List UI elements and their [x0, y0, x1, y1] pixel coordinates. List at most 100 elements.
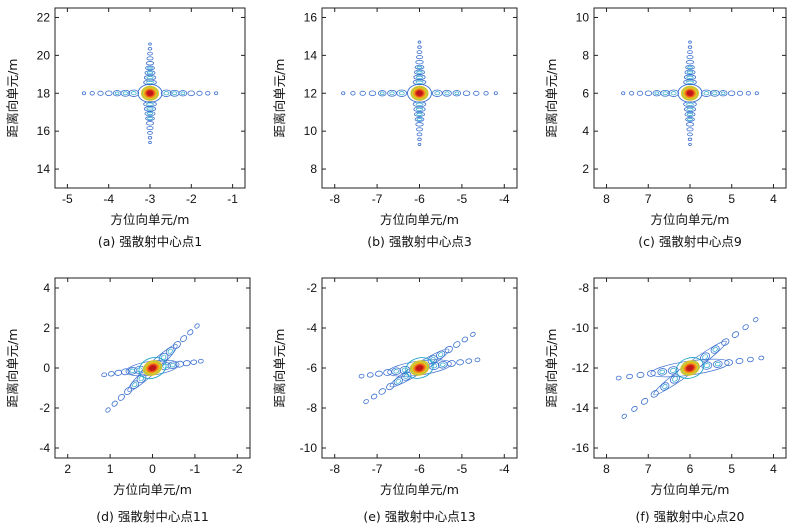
x-tick-label: 4 — [770, 462, 777, 476]
x-tick-label: 6 — [687, 192, 694, 206]
sidelobe-contour-inner — [416, 118, 423, 121]
sidelobe-contour — [685, 116, 695, 122]
y-tick-label: 0 — [43, 361, 50, 375]
y-tick-label: 16 — [37, 124, 51, 138]
sidelobe-contour-inner — [686, 112, 694, 116]
sidelobe-contour — [415, 127, 423, 132]
sidelobe-contour — [117, 393, 125, 401]
x-axis-label: 方位向单元/m — [111, 212, 190, 227]
sidelobe-contour — [636, 90, 644, 96]
x-tick-label: -8 — [329, 192, 340, 206]
panel-caption: (c) 强散射中心点9 — [638, 234, 742, 249]
sidelobe-contour — [758, 355, 765, 361]
mainlobe-contour — [675, 357, 705, 379]
sidelobe-contour — [688, 40, 692, 44]
sidelobe-contour — [687, 45, 693, 49]
x-tick-label: -2 — [186, 192, 197, 206]
sidelobe-contour — [124, 387, 133, 395]
sidelobe-contour — [414, 69, 425, 75]
peak-center — [416, 90, 423, 96]
y-tick-label: 14 — [37, 162, 51, 176]
sidelobe-contour-inner — [703, 91, 710, 96]
y-tick-label: 10 — [576, 10, 590, 24]
x-axis-label: 方位向单元/m — [651, 212, 730, 227]
sidelobe-contour — [105, 407, 111, 413]
sidelobe-contour — [685, 59, 695, 65]
contour-group — [341, 40, 498, 146]
sidelobe-contour — [683, 106, 697, 112]
sidelobe-contour — [375, 370, 383, 377]
sidelobe-contour-inner — [132, 382, 138, 388]
sidelobe-contour — [358, 373, 365, 379]
y-tick-label: 4 — [582, 124, 589, 138]
mainlobe-contour — [137, 83, 163, 103]
x-tick-label: 0 — [149, 462, 156, 476]
panel-caption: (b) 强散射中心点3 — [367, 234, 472, 249]
sidelobe-contour — [686, 127, 694, 132]
x-axis-label: 方位向单元/m — [113, 482, 192, 497]
sidelobe-contour — [89, 91, 95, 96]
sidelobe-contour — [97, 90, 104, 96]
sidelobe-contour — [688, 142, 692, 146]
sidelobe-contour — [172, 341, 181, 349]
sidelobe-contour — [415, 59, 424, 65]
sidelobe-contour — [413, 74, 426, 80]
sidelobe-contour — [731, 331, 740, 338]
panel-c: 8 7 6 5 4 2 4 6 8 10 方位向单元/m 距离向单元/m (c) 强散射中心点9 — [544, 7, 787, 249]
sidelobe-contour — [615, 375, 622, 381]
panel-caption: (e) 强散射中心点13 — [363, 509, 475, 524]
sidelobe-contour — [687, 50, 693, 55]
contour-group — [615, 317, 765, 419]
sidelobe-contour — [187, 90, 195, 97]
sidelobe-contour — [687, 137, 693, 142]
y-tick-label: 8 — [582, 48, 589, 62]
sidelobe-contour — [442, 89, 452, 97]
sidelobe-contour — [724, 359, 734, 366]
y-tick-label: 18 — [37, 86, 51, 100]
sidelobe-contour-inner — [129, 368, 136, 373]
sidelobe-contour — [735, 358, 744, 365]
x-axis-label: 方位向单元/m — [380, 212, 459, 227]
y-tick-label: -10 — [300, 441, 318, 455]
sidelobe-contour — [107, 371, 115, 377]
y-tick-label: 2 — [43, 321, 50, 335]
y-tick-label: 22 — [37, 10, 51, 24]
sidelobe-contour — [721, 338, 730, 346]
x-tick-label: 7 — [645, 462, 652, 476]
sidelobe-contour — [350, 91, 356, 96]
sidelobe-contour — [194, 323, 200, 329]
sidelobe-contour-inner — [686, 80, 694, 84]
sidelobe-contour — [453, 341, 461, 348]
x-tick-label: 8 — [603, 192, 610, 206]
x-tick-label: -5 — [457, 462, 468, 476]
sidelobe-contour — [626, 373, 633, 380]
sidelobe-contour-inner — [393, 369, 400, 374]
sidelobe-contour — [127, 367, 138, 375]
y-tick-label: 12 — [304, 86, 318, 100]
sidelobe-contour — [640, 398, 649, 405]
mainlobe-group — [138, 356, 167, 380]
sidelobe-contour-inner — [395, 378, 401, 384]
x-tick-label: 5 — [728, 192, 735, 206]
peak-center — [416, 365, 423, 371]
sidelobe-contour — [167, 361, 178, 369]
x-tick-label: -4 — [103, 192, 114, 206]
sidelobe-contour — [414, 64, 425, 70]
contour-group — [621, 40, 759, 146]
x-tick-label: -6 — [414, 462, 425, 476]
sidelobe-contour — [359, 90, 366, 96]
x-tick-label: 2 — [64, 462, 71, 476]
sidelobe-contour — [101, 372, 108, 378]
sidelobe-contour-inner — [138, 375, 145, 382]
sidelobe-contour — [631, 405, 638, 412]
sidelobe-contour — [646, 370, 656, 377]
sidelobe-contour-inner — [431, 363, 438, 369]
sidelobe-contour — [629, 91, 635, 96]
sidelobe-contour-inner — [416, 70, 423, 74]
sidelobe-contour — [197, 358, 204, 364]
sidelobe-contour-inner — [146, 76, 154, 80]
y-tick-label: -8 — [578, 281, 589, 295]
sidelobe-contour-inner — [389, 91, 395, 96]
x-tick-label: 7 — [645, 192, 652, 206]
sidelobe-contour — [417, 40, 422, 44]
